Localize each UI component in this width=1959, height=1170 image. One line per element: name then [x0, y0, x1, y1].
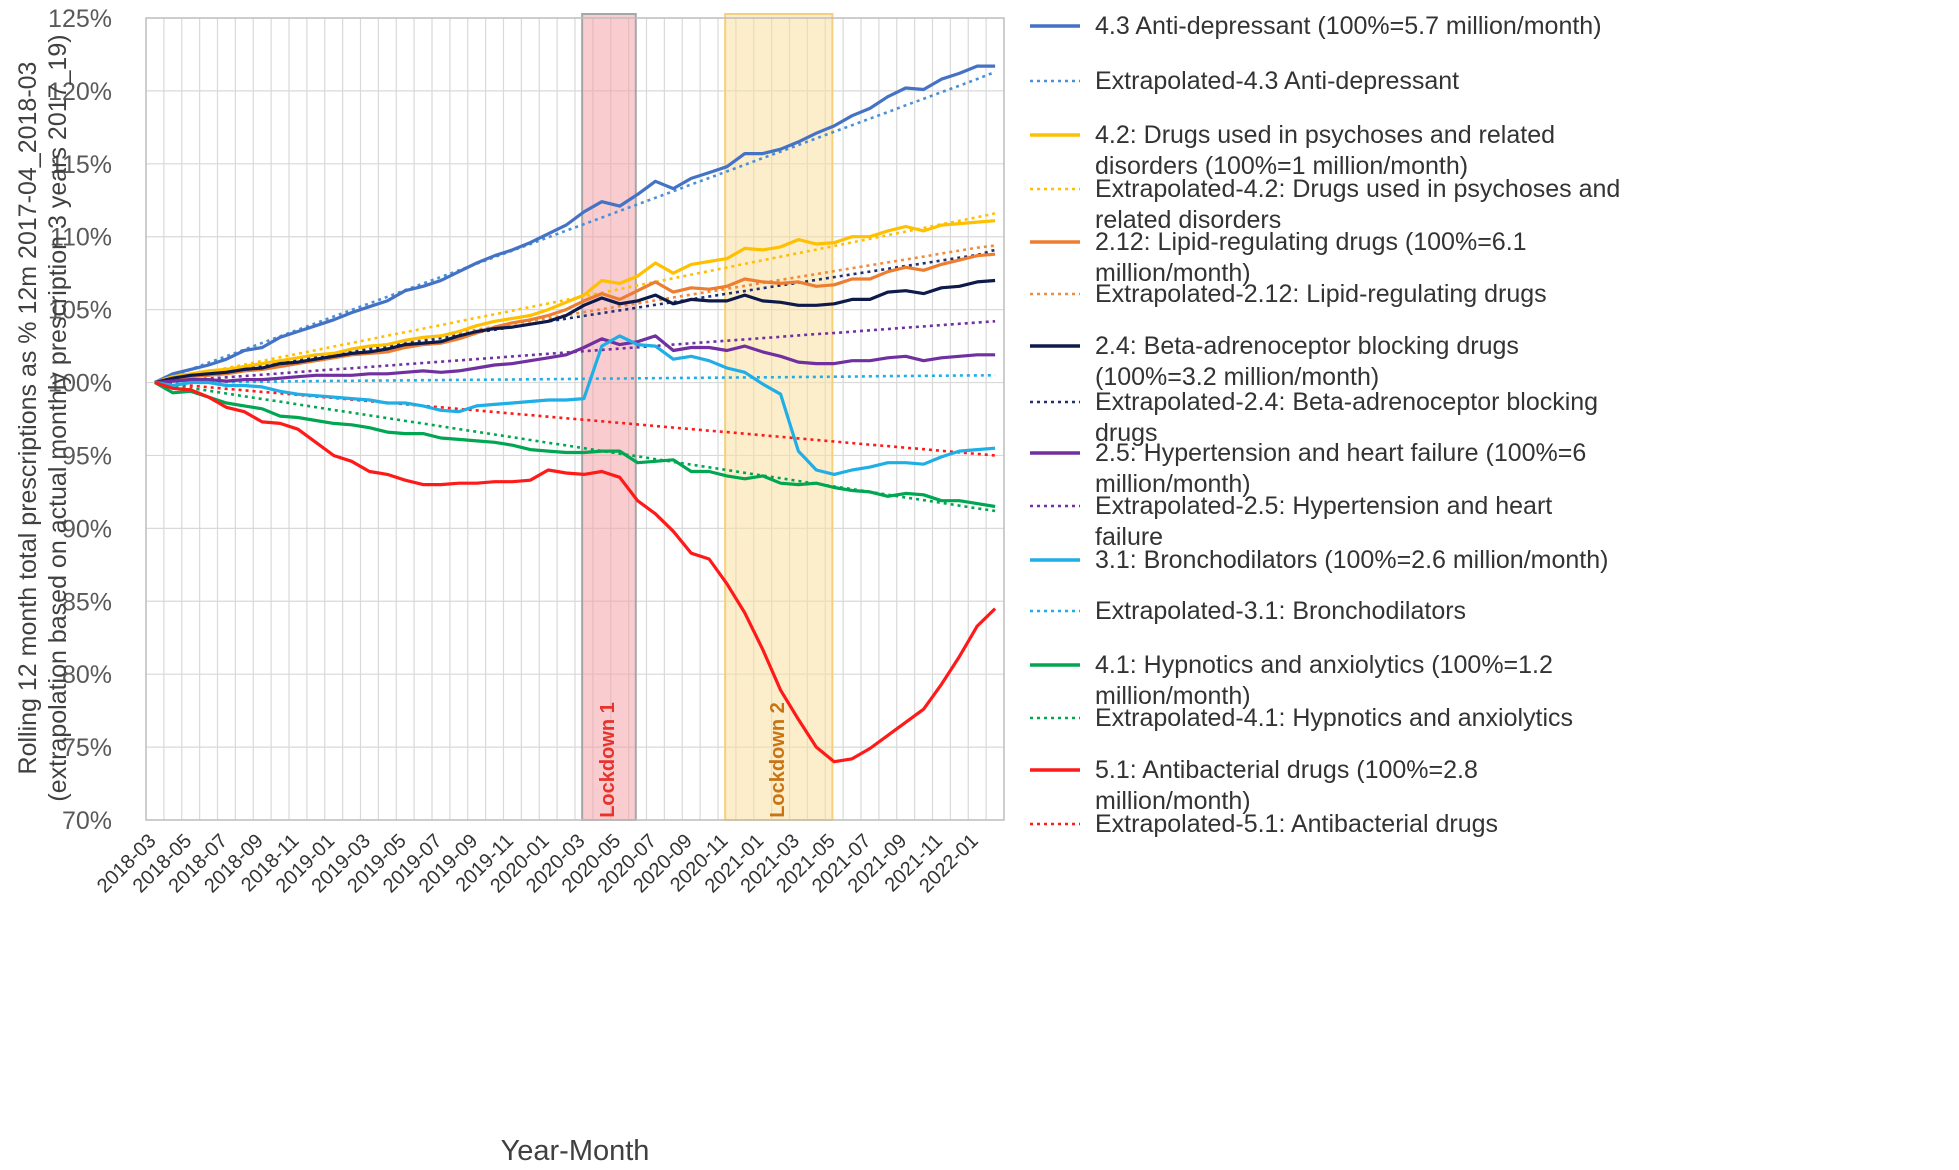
series-line-12	[154, 381, 996, 509]
y-tick-label: 80%	[62, 661, 112, 689]
y-tick-label: 75%	[62, 734, 112, 762]
series-line-11	[154, 374, 996, 384]
y-tick-label: 90%	[62, 515, 112, 543]
legend-label-13: Extrapolated-4.1: Hypnotics and anxiolyt…	[1095, 704, 1573, 732]
series-line-8	[154, 334, 996, 385]
legend-label-9: Extrapolated-2.5: Hypertension and heart	[1095, 492, 1552, 520]
y-tick-label: 100%	[48, 370, 112, 398]
series-line-6	[154, 278, 996, 385]
series-line-2	[154, 219, 996, 385]
y-tick-label: 125%	[48, 5, 112, 33]
legend-label-2: 4.2: Drugs used in psychoses and related	[1095, 121, 1555, 149]
plot-area-border	[145, 17, 1005, 821]
series-line-14	[154, 380, 997, 764]
legend-label-12: 4.1: Hypnotics and anxiolytics (100%=1.2	[1095, 651, 1553, 679]
y-tick-label: 110%	[50, 224, 112, 252]
legend-label-3: Extrapolated-4.2: Drugs used in psychose…	[1095, 175, 1620, 203]
y-tick-label: 85%	[62, 588, 112, 616]
y-axis-ticks: 70% 75% 80% 85% 90% 95% 100% 105% 110% 115% 120% 12…	[48, 5, 112, 835]
legend-label-7: Extrapolated-2.4: Beta-adrenoceptor bloc…	[1095, 388, 1598, 416]
legend-label-7: drugs	[1095, 419, 1158, 447]
x-axis-title: Year-Month	[501, 1135, 650, 1167]
series-line-4	[154, 252, 996, 385]
lockdown-band-label-2: Lockdown 2	[767, 702, 789, 818]
legend-label-4: 2.12: Lipid-regulating drugs (100%=6.1	[1095, 228, 1527, 256]
legend: 4.3 Anti-depressant (100%=5.7 million/mo…	[1030, 12, 1620, 838]
lockdown-band-1	[581, 13, 637, 821]
legend-label-9: failure	[1095, 523, 1163, 551]
legend-label-1: Extrapolated-4.3 Anti-depressant	[1095, 67, 1459, 95]
lockdown-band-label-1: Lockdown 1	[597, 702, 619, 818]
legend-label-12: million/month)	[1095, 682, 1251, 710]
axis-titles: Rolling 12 month total prescriptions as …	[14, 34, 649, 1167]
y-tick-label: 70%	[62, 807, 112, 835]
legend-label-6: 2.4: Beta-adrenoceptor blocking drugs	[1095, 332, 1519, 360]
legend-label-14: 5.1: Antibacterial drugs (100%=2.8	[1095, 756, 1478, 784]
series-line-0	[154, 64, 996, 384]
legend-label-14: million/month)	[1095, 787, 1251, 815]
y-axis-title-line-2: (extrapolation based on actual monthly p…	[44, 34, 72, 801]
legend-label-2: disorders (100%=1 million/month)	[1095, 152, 1468, 180]
legend-label-11: Extrapolated-3.1: Bronchodilators	[1095, 597, 1466, 625]
y-tick-label: 105%	[48, 297, 112, 325]
legend-label-4: million/month)	[1095, 259, 1251, 287]
plot-frame	[145, 17, 1005, 821]
series-line-10	[154, 334, 996, 476]
legend-label-10: 3.1: Bronchodilators (100%=2.6 million/m…	[1095, 546, 1608, 574]
legend-label-3: related disorders	[1095, 206, 1281, 234]
legend-label-6: (100%=3.2 million/month)	[1095, 363, 1379, 391]
y-tick-label: 120%	[48, 78, 112, 106]
series-lines	[154, 64, 997, 764]
legend-label-8: 2.5: Hypertension and heart failure (100…	[1095, 439, 1586, 467]
legend-label-8: million/month)	[1095, 470, 1251, 498]
y-axis-title-line-1: Rolling 12 month total prescriptions as …	[14, 62, 42, 775]
legend-label-0: 4.3 Anti-depressant (100%=5.7 million/mo…	[1095, 12, 1602, 40]
legend-label-5: Extrapolated-2.12: Lipid-regulating drug…	[1095, 280, 1547, 308]
y-tick-label: 95%	[62, 442, 112, 470]
legend-label-15: Extrapolated-5.1: Antibacterial drugs	[1095, 810, 1498, 838]
y-tick-label: 115%	[50, 151, 112, 179]
